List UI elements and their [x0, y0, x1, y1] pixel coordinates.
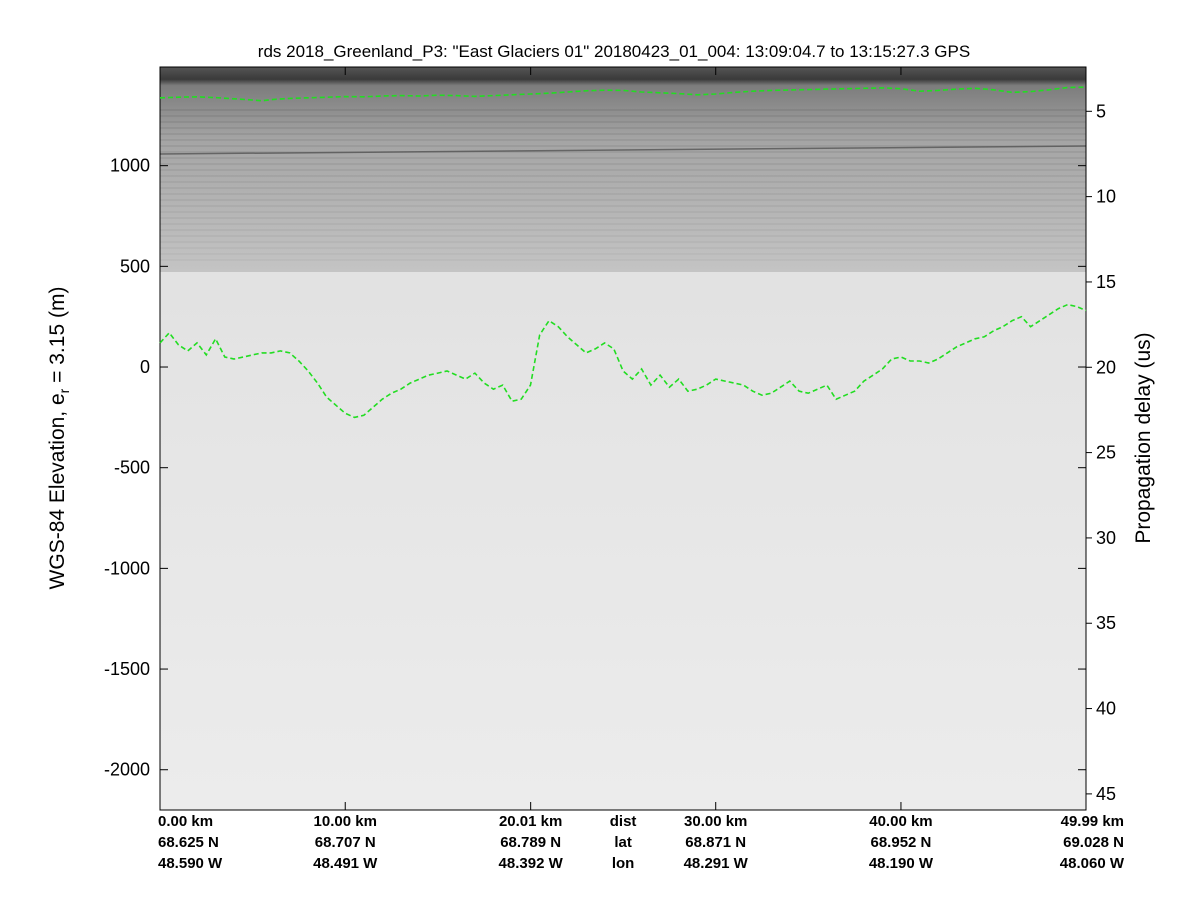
right-tick-label: 30	[1096, 528, 1116, 548]
chart-title: rds 2018_Greenland_P3: "East Glaciers 01…	[258, 42, 970, 61]
left-tick-label: -1500	[104, 659, 150, 679]
right-tick-label: 40	[1096, 699, 1116, 719]
left-tick-label: -2000	[104, 760, 150, 780]
right-tick-label: 35	[1096, 613, 1116, 633]
shallow-ice-layer	[160, 67, 1086, 272]
x-tick-dist-label: 40.00 km	[869, 813, 932, 830]
lat-row-label: lat	[614, 834, 632, 851]
x-tick-dist-label: 20.01 km	[499, 813, 562, 830]
left-tick-label: -1000	[104, 558, 150, 578]
internal-reflector	[160, 145, 1086, 155]
right-tick-label: 45	[1096, 784, 1116, 804]
echogram-image	[160, 67, 1086, 810]
x-tick-lat-label: 68.952 N	[871, 834, 932, 851]
x-tick-lon-label: 48.060 W	[1060, 855, 1125, 872]
x-tick-dist-label: 0.00 km	[158, 813, 213, 830]
right-tick-label: 5	[1096, 101, 1106, 121]
axis-ticks: 1000 500 0 -500 -1000 -1500 -2000 5 10 15 20 25 30 35…	[104, 67, 1125, 872]
left-tick-label: -500	[114, 458, 150, 478]
x-tick-lat-label: 68.707 N	[315, 834, 376, 851]
left-tick-label: 500	[120, 256, 150, 276]
left-tick-label: 1000	[110, 156, 150, 176]
x-tick-dist-label: 10.00 km	[314, 813, 377, 830]
ice-internal-banding	[160, 109, 1086, 261]
plot-frame	[159, 66, 1087, 811]
x-tick-lat-label: 68.871 N	[685, 834, 746, 851]
dist-row-label: dist	[610, 813, 637, 830]
x-tick-lon-label: 48.590 W	[158, 855, 223, 872]
right-tick-label: 25	[1096, 443, 1116, 463]
layer-picks	[159, 86, 1087, 419]
x-tick-lat-label: 68.789 N	[500, 834, 561, 851]
right-axis-label: Propagation delay (us)	[1132, 332, 1155, 543]
surface-layer-line	[159, 86, 1087, 102]
x-tick-lat-label: 69.028 N	[1063, 834, 1124, 851]
bottom-layer-line	[159, 303, 1087, 419]
right-tick-label: 10	[1096, 187, 1116, 207]
left-tick-label: 0	[140, 357, 150, 377]
x-tick-lon-label: 48.491 W	[313, 855, 378, 872]
x-tick-lat-label: 68.625 N	[158, 834, 219, 851]
right-tick-label: 15	[1096, 272, 1116, 292]
right-tick-label: 20	[1096, 357, 1116, 377]
x-tick-dist-label: 49.99 km	[1061, 813, 1124, 830]
x-tick-lon-label: 48.392 W	[499, 855, 564, 872]
y-axis-label: WGS-84 Elevation, er = 3.15 (m)	[46, 287, 72, 590]
x-tick-dist-label: 30.00 km	[684, 813, 747, 830]
x-tick-lon-label: 48.291 W	[684, 855, 749, 872]
lon-row-label: lon	[612, 855, 635, 872]
x-tick-lon-label: 48.190 W	[869, 855, 934, 872]
